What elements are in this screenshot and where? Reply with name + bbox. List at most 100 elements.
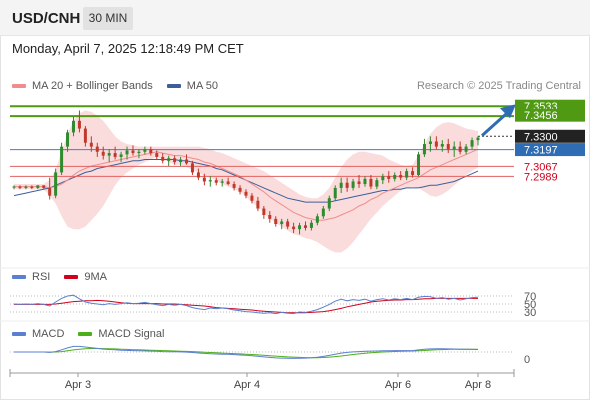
- candle-body-0: [12, 186, 16, 188]
- candle-body-56: [345, 182, 349, 188]
- projection-arrow-head: [500, 104, 516, 119]
- candle-body-57: [351, 181, 355, 188]
- candle-body-22: [143, 149, 147, 152]
- candle-body-64: [393, 175, 397, 179]
- candle-body-15: [101, 151, 105, 156]
- candle-body-26: [167, 158, 171, 161]
- candle-body-10: [71, 120, 75, 133]
- macd-legend: MACD MACD Signal: [12, 328, 164, 340]
- candle-body-76: [464, 146, 468, 152]
- candle-body-59: [363, 178, 367, 185]
- candle-body-40: [250, 195, 254, 201]
- candle-body-63: [387, 176, 391, 179]
- candle-body-39: [244, 191, 248, 196]
- legend-swatch-macd: [12, 332, 26, 336]
- candle-body-54: [333, 187, 337, 199]
- price-tag-1: 7.3456: [524, 110, 558, 122]
- candle-body-67: [411, 171, 415, 175]
- rsi-level-label-2: 30: [524, 307, 536, 319]
- candle-body-38: [238, 187, 242, 192]
- candle-body-9: [66, 132, 70, 147]
- candle-body-34: [214, 180, 218, 183]
- price-tag-5: 7.2989: [524, 171, 558, 183]
- candle-body-45: [280, 221, 284, 225]
- legend-swatch-rsi-ma: [64, 275, 79, 279]
- candle-body-30: [190, 163, 194, 173]
- candle-body-68: [417, 154, 421, 175]
- candle-body-78: [476, 137, 480, 141]
- x-tick-label-0: Apr 3: [65, 379, 91, 391]
- price-tag-bg-2: [515, 129, 585, 143]
- candle-body-6: [48, 187, 52, 196]
- candle-body-52: [321, 208, 325, 217]
- candle-body-44: [274, 218, 278, 225]
- candle-body-65: [399, 175, 403, 178]
- legend-swatch-ma50: [166, 84, 181, 88]
- symbol-title: USD/CNH: [12, 10, 81, 27]
- candle-body-72: [440, 144, 444, 147]
- candle-body-13: [89, 142, 93, 147]
- timeframe-button[interactable]: 30 MIN: [83, 7, 133, 30]
- projection-arrow-shaft: [480, 111, 510, 137]
- rsi-legend: RSI 9MA: [12, 271, 107, 283]
- candle-body-7: [54, 172, 58, 196]
- candle-body-12: [83, 128, 87, 143]
- legend-label-rsi-ma: 9MA: [84, 271, 107, 283]
- price-tag-bg-1: [515, 108, 585, 122]
- candle-body-32: [202, 177, 206, 182]
- candle-body-19: [125, 150, 129, 155]
- candle-body-70: [428, 141, 432, 145]
- candle-body-50: [309, 222, 313, 228]
- candle-body-24: [155, 153, 159, 157]
- candle-body-1: [18, 186, 22, 188]
- candle-body-27: [173, 158, 177, 163]
- candle-body-51: [315, 216, 319, 223]
- candle-body-37: [232, 184, 236, 188]
- legend-label-ma20: MA 20 + Bollinger Bands: [32, 80, 153, 92]
- candle-body-49: [303, 225, 307, 228]
- legend-label-macd: MACD: [32, 328, 65, 340]
- macd-line: [14, 345, 479, 359]
- rsi-level-label-0: 70: [524, 291, 536, 303]
- candle-body-25: [161, 156, 165, 161]
- candle-body-3: [30, 186, 34, 188]
- rsi-level-label-1: 50: [524, 299, 536, 311]
- candle-body-66: [405, 171, 409, 178]
- candle-body-74: [452, 146, 456, 150]
- chart-header: USD/CNH 30 MIN: [0, 0, 590, 36]
- candle-body-46: [286, 221, 290, 227]
- candle-body-48: [298, 225, 302, 230]
- candle-body-4: [36, 185, 40, 188]
- candle-body-41: [256, 200, 260, 209]
- legend-swatch-ma20: [12, 84, 26, 88]
- candle-body-69: [422, 144, 426, 155]
- candle-body-77: [470, 140, 474, 147]
- price-tag-2: 7.3300: [524, 131, 558, 143]
- legend-swatch-macd-signal: [78, 332, 93, 336]
- x-tick-label-2: Apr 6: [385, 379, 411, 391]
- candle-body-18: [119, 154, 123, 157]
- candle-body-60: [369, 178, 373, 187]
- candle-body-53: [327, 198, 331, 209]
- candle-body-8: [60, 146, 64, 173]
- candle-body-43: [268, 215, 272, 219]
- candle-body-35: [220, 181, 224, 183]
- chart-datetime: Monday, April 7, 2025 12:18:49 PM CET: [12, 41, 244, 56]
- candle-body-5: [42, 185, 46, 188]
- candle-body-29: [185, 159, 189, 164]
- candle-body-17: [113, 153, 117, 157]
- candle-body-61: [375, 180, 379, 187]
- bollinger-band-area: [14, 110, 478, 253]
- candle-body-42: [262, 208, 266, 215]
- x-tick-label-1: Apr 4: [234, 379, 260, 391]
- legend-swatch-rsi: [12, 275, 26, 279]
- legend-label-macd-signal: MACD Signal: [98, 328, 165, 340]
- candle-body-16: [107, 153, 111, 156]
- candle-body-21: [137, 151, 141, 154]
- candle-body-55: [339, 182, 343, 188]
- candle-body-36: [226, 181, 230, 185]
- candle-body-20: [131, 150, 135, 154]
- x-tick-label-3: Apr 8: [465, 379, 491, 391]
- candle-body-28: [179, 159, 183, 163]
- candle-body-23: [149, 149, 153, 154]
